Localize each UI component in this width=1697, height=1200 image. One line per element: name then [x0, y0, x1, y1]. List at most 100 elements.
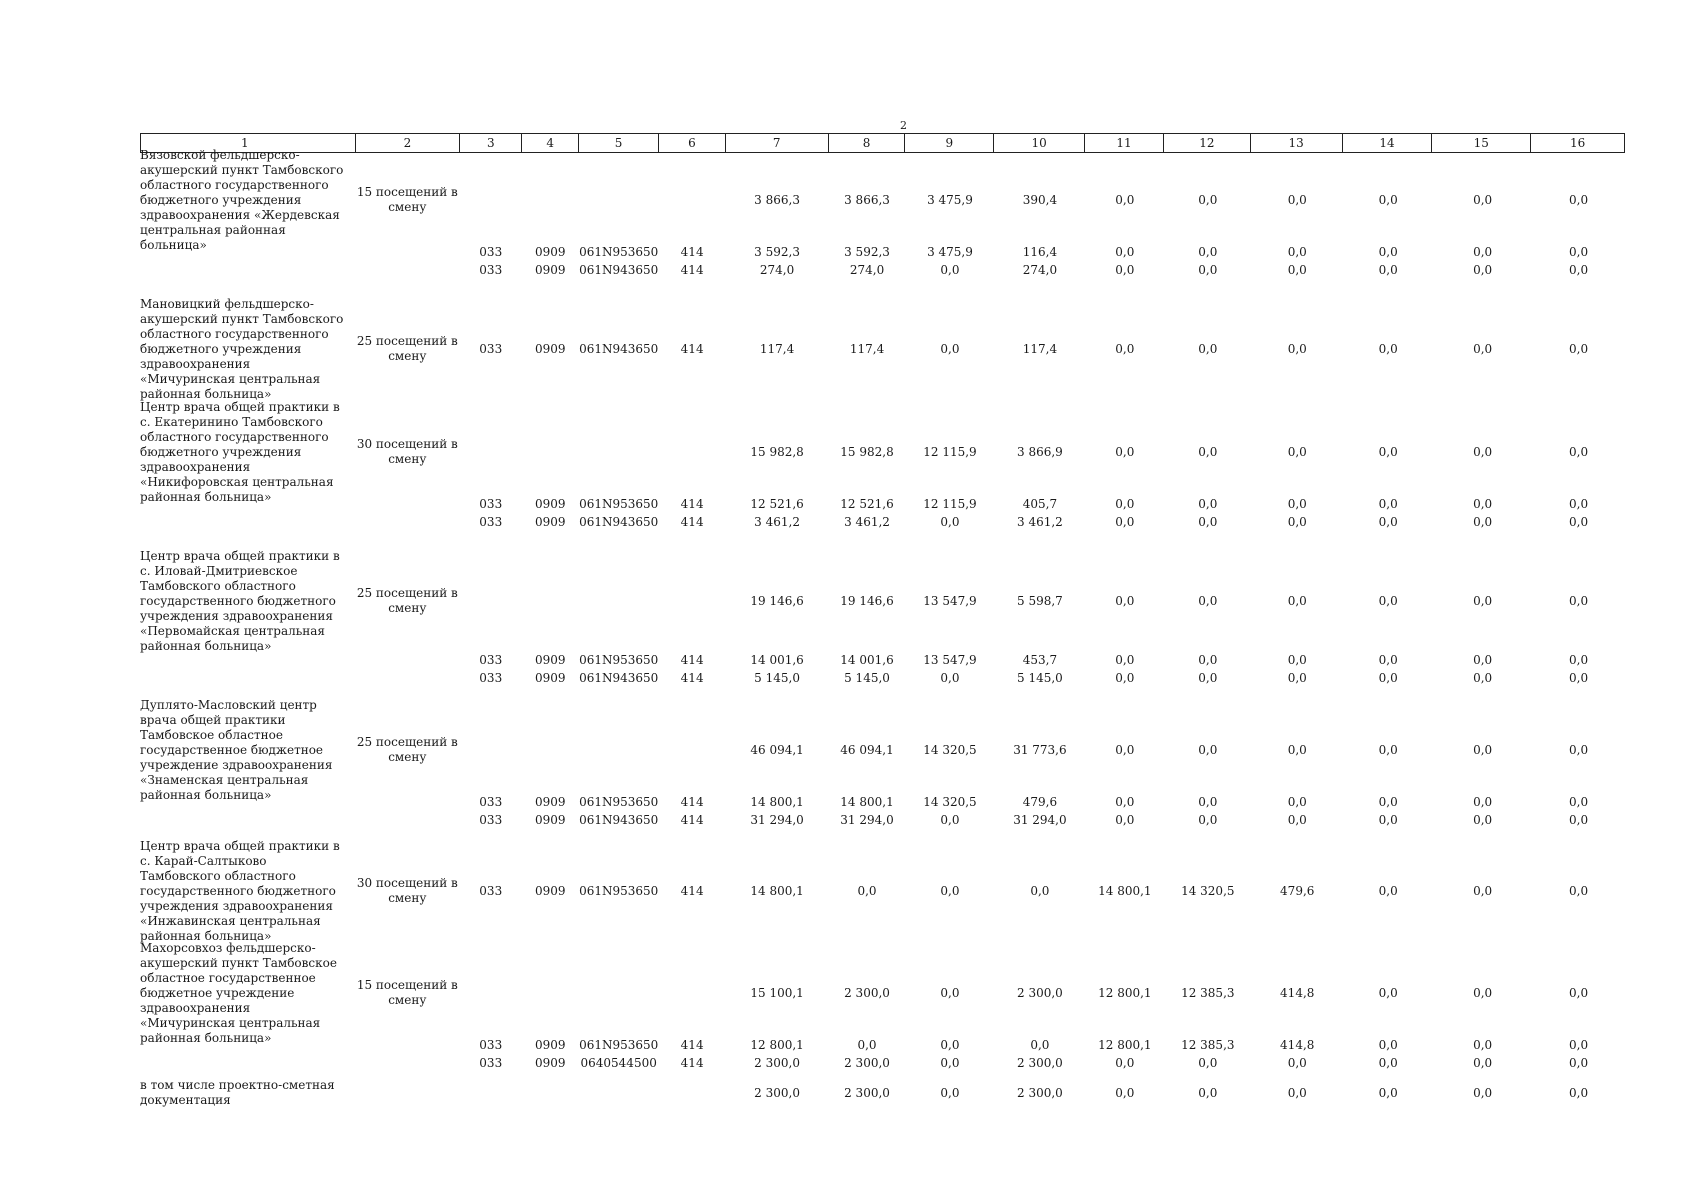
table-cell: 414 [680, 1056, 704, 1070]
table-cell: 15 982,8 [750, 444, 804, 459]
table-cell: 3 475,9 [927, 192, 973, 207]
table-cell: 0,0 [940, 1085, 960, 1100]
table-cell: 14 800,1 [750, 795, 804, 809]
table-cell: 0,0 [1378, 883, 1398, 898]
table-cell: 061N943650 [579, 341, 659, 356]
table-cell: 2 300,0 [844, 1085, 890, 1100]
table-subrow: 033 0909 061N943650 414 3 461,2 3 461,2 0,0 3 4… [140, 513, 1625, 531]
table-cell: 414 [680, 795, 704, 809]
table-cell: 5 145,0 [844, 671, 890, 685]
header-col: 3 [460, 134, 523, 152]
table-cell: 0,0 [940, 671, 960, 685]
table-cell: 274,0 [849, 263, 885, 277]
table-cell: 0,0 [1115, 192, 1135, 207]
table-cell: 414,8 [1280, 985, 1315, 1000]
table-cell: 0,0 [1569, 1085, 1589, 1100]
header-col: 16 [1569, 136, 1586, 150]
table-cell: 0,0 [857, 1038, 877, 1052]
table-cell: 12 385,3 [1181, 1038, 1235, 1052]
table-cell: 033 [479, 883, 503, 898]
table-cell: 061N943650 [579, 515, 659, 529]
table-cell: 0,0 [1287, 341, 1307, 356]
table-row: Дуплято-Масловский центр врача общей пра… [140, 698, 1625, 802]
table-cell: 0909 [534, 653, 566, 667]
table-row: в том числе проектно-сметная документаци… [140, 1078, 1625, 1108]
table-cell: 117,4 [1022, 341, 1058, 356]
table-cell: 0,0 [940, 263, 960, 277]
table-cell: 15 982,8 [840, 444, 894, 459]
table-cell: 14 800,1 [840, 795, 894, 809]
table-cell: 0,0 [1198, 593, 1218, 608]
table-cell: 0,0 [1287, 1085, 1307, 1100]
table-cell: 274,0 [759, 263, 795, 277]
table-cell: 033 [479, 1056, 503, 1070]
table-cell: 0,0 [1473, 245, 1493, 259]
table-cell: 14 001,6 [750, 653, 804, 667]
table-cell: 414,8 [1280, 1038, 1315, 1052]
table-cell: 414 [680, 883, 704, 898]
table-cell: 0,0 [1378, 1085, 1398, 1100]
table-cell: 0,0 [1473, 883, 1493, 898]
table-cell: 061N953650 [579, 795, 659, 809]
table-cell: 46 094,1 [840, 742, 894, 757]
table-cell: 033 [479, 263, 503, 277]
table-cell: 0,0 [1198, 192, 1218, 207]
table-cell: 0909 [534, 1038, 566, 1052]
table-subrow: 033 0909 061N943650 414 5 145,0 5 145,0 0,0 5 1… [140, 669, 1625, 687]
table-cell: 0,0 [1569, 813, 1589, 827]
table-cell: 0,0 [1378, 263, 1398, 277]
table-cell: 12 115,9 [923, 497, 977, 511]
table-cell: 0,0 [1378, 985, 1398, 1000]
capacity: 30 посещений в смену [356, 876, 458, 905]
header-col: 12 [1164, 134, 1251, 152]
table-cell: 414 [680, 341, 704, 356]
table-cell: 061N953650 [579, 1038, 659, 1052]
table-cell: 3 461,2 [1017, 515, 1063, 529]
table-cell: 2 300,0 [844, 985, 890, 1000]
table-cell: 31 294,0 [1013, 813, 1067, 827]
institution-name: Махорсовхоз фельдшерско-акушерский пункт… [140, 940, 337, 1045]
table-cell: 0,0 [1569, 245, 1589, 259]
table-cell: 3 592,3 [754, 245, 800, 259]
table-cell: 061N953650 [579, 653, 659, 667]
table-cell: 2 300,0 [754, 1056, 800, 1070]
table-cell: 46 094,1 [750, 742, 804, 757]
table-cell: 0909 [534, 515, 566, 529]
table-cell: 0,0 [1030, 1038, 1050, 1052]
table-cell: 0,0 [1287, 795, 1307, 809]
table-cell: 31 294,0 [750, 813, 804, 827]
header-col: 10 [994, 134, 1086, 152]
table-cell: 14 320,5 [923, 795, 977, 809]
table-cell: 0,0 [1473, 497, 1493, 511]
header-col: 11 [1085, 134, 1164, 152]
table-cell: 0,0 [1198, 245, 1218, 259]
table-subrow: 033 0909 061N953650 414 12 521,6 12 521,6 12 1… [140, 495, 1625, 513]
table-cell: 2 300,0 [1017, 1085, 1063, 1100]
table-cell: 0,0 [1473, 444, 1493, 459]
table-cell: 0,0 [1115, 444, 1135, 459]
header-col: 8 [829, 134, 906, 152]
table-cell: 0,0 [1473, 593, 1493, 608]
table-cell: 0,0 [1378, 444, 1398, 459]
table-cell: 0,0 [1378, 497, 1398, 511]
table-cell: 0,0 [1198, 444, 1218, 459]
table-cell: 0909 [534, 883, 566, 898]
table-cell: 061N953650 [579, 497, 659, 511]
table-cell: 0,0 [1115, 795, 1135, 809]
table-cell: 414 [680, 813, 704, 827]
table-cell: 2 300,0 [844, 1056, 890, 1070]
table-cell: 0,0 [1198, 263, 1218, 277]
table-cell: 0,0 [1115, 593, 1135, 608]
table-cell: 0,0 [1115, 653, 1135, 667]
table-cell: 0909 [534, 813, 566, 827]
table-cell: 0909 [534, 671, 566, 685]
table-cell: 0,0 [1378, 742, 1398, 757]
table-cell: 390,4 [1022, 192, 1058, 207]
table-cell: 0,0 [1378, 813, 1398, 827]
table-cell: 0,0 [1287, 263, 1307, 277]
table-cell: 0,0 [1473, 341, 1493, 356]
table-cell: 19 146,6 [840, 593, 894, 608]
table-cell: 14 320,5 [923, 742, 977, 757]
table-cell: 117,4 [759, 341, 795, 356]
table-cell: 31 773,6 [1013, 742, 1067, 757]
